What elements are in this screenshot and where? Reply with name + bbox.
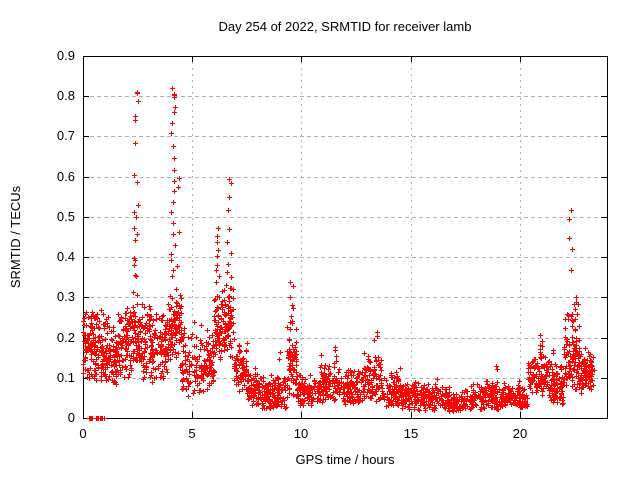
y-tick-label: 0.9 [57, 48, 75, 63]
y-tick-label: 0.6 [57, 169, 75, 184]
x-tick-label: 10 [294, 426, 308, 441]
y-tick-label: 0.1 [57, 370, 75, 385]
y-tick-label: 0.4 [57, 249, 75, 264]
x-tick-label: 15 [404, 426, 418, 441]
y-axis-label: SRMTID / TECUs [8, 185, 23, 288]
plot-border [83, 56, 608, 419]
y-tick-label: 0.7 [57, 128, 75, 143]
y-axis: SRMTID / TECUs [8, 185, 23, 288]
chart-title: Day 254 of 2022, SRMTID for receiver lam… [219, 19, 472, 34]
y-tick-labels: 0 0.1 0.2 0.3 0.4 0.5 0.6 0.7 0.8 0.9 [57, 48, 75, 425]
x-tick-label: 5 [188, 426, 195, 441]
y-tick-label: 0.2 [57, 330, 75, 345]
x-tick-label: 20 [513, 426, 527, 441]
x-tick-label: 0 [79, 426, 86, 441]
y-tick-label: 0 [68, 410, 75, 425]
y-tick-label: 0.3 [57, 289, 75, 304]
x-axis-label: GPS time / hours [296, 452, 395, 467]
y-tick-label: 0.5 [57, 209, 75, 224]
scatter-points [81, 86, 597, 421]
y-tick-label: 0.8 [57, 88, 75, 103]
x-tick-labels: 0 5 10 15 20 [79, 426, 527, 441]
